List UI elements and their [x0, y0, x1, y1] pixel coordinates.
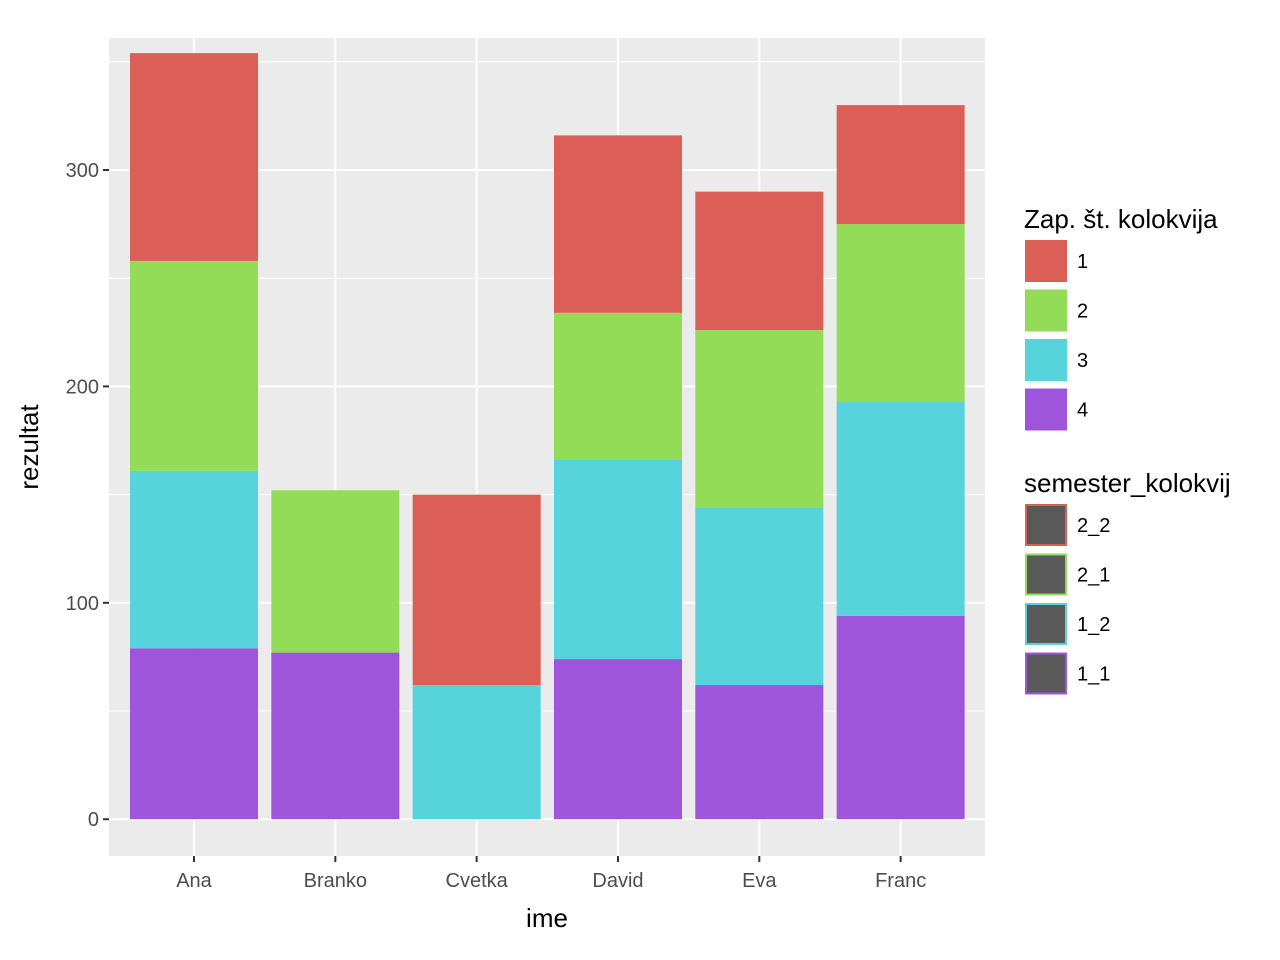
y-tick-label: 200	[66, 376, 99, 398]
bar-segment	[836, 105, 965, 225]
bar-segment	[836, 615, 965, 820]
bar-segment	[695, 507, 824, 686]
y-tick-label: 300	[66, 160, 99, 182]
legend-label: 1_2	[1077, 614, 1110, 636]
x-tick-label: Branko	[304, 870, 367, 892]
legend-label: 1	[1077, 251, 1088, 273]
bar-segment	[130, 470, 258, 649]
bars	[130, 53, 965, 820]
bar-segment	[553, 459, 682, 660]
y-axis-title: rezultat	[14, 404, 44, 490]
bar-segment	[412, 685, 541, 820]
bar-segment	[553, 659, 682, 820]
legend-swatch	[1025, 289, 1067, 332]
legend-color-title: semester_kolokvij	[1024, 468, 1231, 498]
bar-segment	[130, 53, 258, 261]
legend-swatch	[1025, 240, 1067, 282]
bar-segment	[553, 135, 682, 313]
legend-label: 4	[1077, 400, 1088, 422]
legend-swatch	[1025, 504, 1067, 546]
legend-fill: Zap. št. kolokvija 1 2 3 4	[1024, 204, 1218, 431]
x-axis: Ana Branko Cvetka David Eva Franc	[176, 856, 926, 892]
x-tick-label: David	[592, 870, 643, 892]
legend-swatch	[1025, 603, 1067, 645]
legend-swatch	[1025, 652, 1067, 695]
bar-segment	[271, 652, 400, 820]
legend-label: 2_1	[1077, 565, 1110, 587]
bar-segment	[695, 191, 824, 331]
legend-fill-title: Zap. št. kolokvija	[1024, 204, 1218, 234]
y-axis: 0 100 200 300	[66, 160, 109, 831]
legend-label: 1_1	[1077, 664, 1110, 686]
legend-color: semester_kolokvij 2_2 2_1 1_2 1_1	[1024, 468, 1231, 695]
x-axis-title: ime	[526, 903, 568, 933]
bar-segment	[836, 224, 965, 402]
x-tick-label: Cvetka	[446, 870, 509, 892]
legend-swatch	[1025, 339, 1067, 381]
bar-segment	[695, 685, 824, 820]
bar-segment	[271, 490, 400, 653]
bar-segment	[130, 260, 258, 471]
bar-segment	[130, 648, 258, 820]
x-tick-label: Ana	[176, 870, 212, 892]
bar-segment	[836, 401, 965, 616]
x-tick-label: Eva	[742, 870, 777, 892]
legend-swatch	[1025, 388, 1067, 431]
legend-label: 2	[1077, 301, 1088, 323]
y-tick-label: 100	[66, 593, 99, 615]
bar-segment	[553, 312, 682, 460]
legend-swatch	[1025, 553, 1067, 596]
y-tick-label: 0	[88, 809, 99, 831]
legend-label: 2_2	[1077, 515, 1110, 537]
legend-label: 3	[1077, 350, 1088, 372]
x-tick-label: Franc	[875, 870, 926, 892]
bar-segment	[412, 494, 541, 686]
bar-segment	[695, 330, 824, 508]
